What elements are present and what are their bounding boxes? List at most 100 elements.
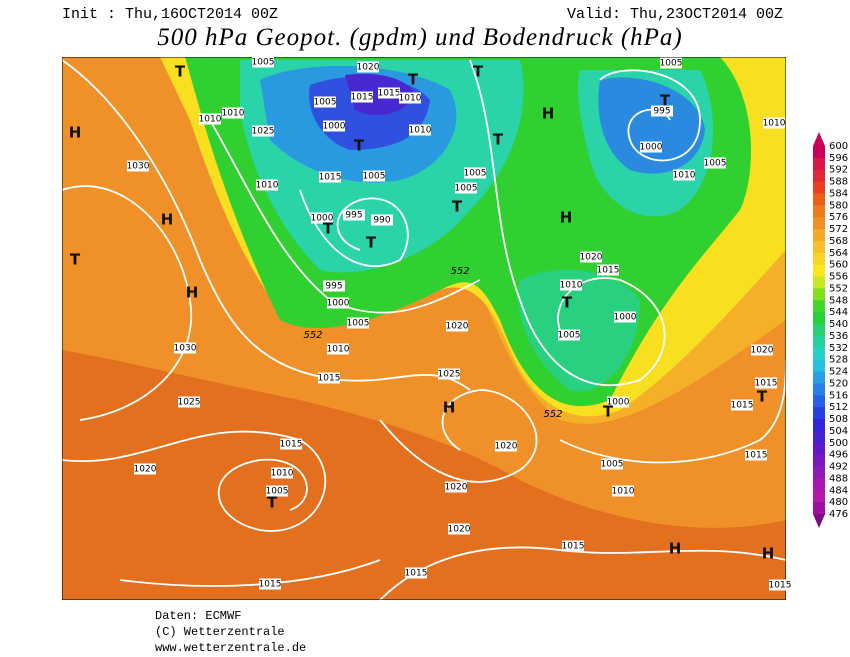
label-box bbox=[704, 157, 726, 169]
isobar-label: 1015 bbox=[318, 374, 341, 384]
isobar-label: 1010 bbox=[399, 94, 422, 104]
colorbar-label: 576 bbox=[829, 212, 848, 223]
label-box bbox=[405, 567, 427, 579]
label-box bbox=[399, 92, 421, 104]
isobar-label: 1005 bbox=[314, 98, 337, 108]
init-time: Init : Thu,16OCT2014 00Z bbox=[62, 6, 278, 23]
colorbar-label: 492 bbox=[829, 462, 848, 473]
isobar-label: 1015 bbox=[405, 569, 428, 579]
label-box bbox=[371, 214, 393, 226]
colorbar-segment bbox=[813, 300, 825, 313]
colorbar-label: 496 bbox=[829, 450, 848, 461]
colorbar-segment bbox=[813, 502, 825, 515]
isobar-label: 1010 bbox=[763, 119, 786, 129]
isobar-label: 1015 bbox=[769, 581, 792, 591]
label-box bbox=[314, 96, 336, 108]
label-box bbox=[259, 578, 281, 590]
label-box bbox=[409, 124, 431, 136]
isobar-label: 1000 bbox=[640, 143, 663, 153]
colorbar-label: 548 bbox=[829, 295, 848, 306]
colorbar-label: 520 bbox=[829, 378, 848, 389]
map-title: 500 hPa Geopot. (gpdm) und Bodendruck (h… bbox=[157, 24, 683, 51]
pressure-center: T bbox=[366, 234, 377, 252]
pressure-center: T bbox=[473, 63, 484, 81]
pressure-center: T bbox=[323, 220, 334, 238]
isobar-label: 1015 bbox=[378, 89, 401, 99]
isobar-label: 1010 bbox=[673, 171, 696, 181]
colorbar-segment bbox=[813, 324, 825, 337]
label-box bbox=[343, 209, 365, 221]
label-box bbox=[560, 279, 582, 291]
label-box bbox=[614, 311, 636, 323]
valid-time: Valid: Thu,23OCT2014 00Z bbox=[567, 6, 783, 23]
label-box bbox=[601, 458, 623, 470]
label-box bbox=[438, 368, 460, 380]
isobar-label: 1025 bbox=[438, 370, 461, 380]
pressure-center: T bbox=[562, 294, 573, 312]
colorbar-segment bbox=[813, 264, 825, 278]
isobar-label: 1005 bbox=[660, 59, 683, 69]
isobar-label: 1000 bbox=[311, 214, 334, 224]
colorbar-segment bbox=[813, 466, 825, 479]
colorbar-segment bbox=[813, 229, 825, 242]
footer-line: (C) Wetterzentrale bbox=[155, 625, 285, 639]
isobar-label: 1005 bbox=[704, 159, 727, 169]
colorbar-label: 516 bbox=[829, 390, 848, 401]
colorbar-label: 504 bbox=[829, 426, 848, 437]
colorbar-segment bbox=[813, 217, 825, 230]
isobar-label: 1005 bbox=[266, 487, 289, 497]
isobar-label: 1015 bbox=[259, 580, 282, 590]
colorbar-segment bbox=[813, 335, 825, 349]
label-box bbox=[323, 280, 345, 292]
label-box bbox=[323, 120, 345, 132]
pressure-center: T bbox=[493, 131, 504, 149]
pressure-center: T bbox=[660, 92, 671, 110]
isobar-label: 1015 bbox=[755, 379, 778, 389]
colorbar-segment bbox=[813, 347, 825, 361]
label-box bbox=[446, 320, 468, 332]
colorbar-segment bbox=[813, 430, 825, 444]
colorbar-label: 484 bbox=[829, 485, 848, 496]
isobar-label: 1005 bbox=[558, 331, 581, 341]
colorbar-label: 552 bbox=[829, 283, 848, 294]
colorbar-segment bbox=[813, 240, 825, 254]
pressure-center: T bbox=[70, 251, 81, 269]
label-box bbox=[311, 212, 333, 224]
label-box bbox=[252, 56, 274, 68]
label-box bbox=[612, 485, 634, 497]
label-box bbox=[640, 141, 662, 153]
colorbar-segment bbox=[813, 395, 825, 408]
label-box bbox=[731, 399, 753, 411]
label-box bbox=[580, 251, 602, 263]
label-box bbox=[266, 485, 288, 497]
colorbar-label: 596 bbox=[829, 153, 848, 164]
label-box bbox=[673, 169, 695, 181]
isobar-label: 1015 bbox=[562, 542, 585, 552]
isobar-label: 1015 bbox=[280, 440, 303, 450]
isobar-label: 1030 bbox=[174, 344, 197, 354]
isobar-label: 1020 bbox=[495, 442, 518, 452]
isobar-label: 995 bbox=[325, 282, 342, 292]
colorbar-segment bbox=[813, 252, 825, 266]
label-box bbox=[174, 342, 196, 354]
pressure-center: H bbox=[762, 545, 775, 563]
colorbar-label: 580 bbox=[829, 200, 848, 211]
label-box bbox=[134, 463, 156, 475]
footer-line: www.wetterzentrale.de bbox=[155, 641, 306, 655]
colorbar-label: 500 bbox=[829, 438, 848, 449]
label-box bbox=[280, 438, 302, 450]
isobar-label: 995 bbox=[653, 107, 670, 117]
pressure-center: H bbox=[186, 284, 199, 302]
label-box bbox=[327, 297, 349, 309]
label-box bbox=[448, 523, 470, 535]
colorbar-cap bbox=[813, 514, 825, 528]
isobar-label: 1005 bbox=[363, 172, 386, 182]
colorbar-label: 536 bbox=[829, 331, 848, 342]
isobar-label: 1005 bbox=[455, 184, 478, 194]
contour-label: 552 bbox=[303, 330, 322, 341]
label-box bbox=[651, 105, 673, 117]
colorbar-segment bbox=[813, 442, 825, 456]
label-box bbox=[357, 61, 379, 73]
